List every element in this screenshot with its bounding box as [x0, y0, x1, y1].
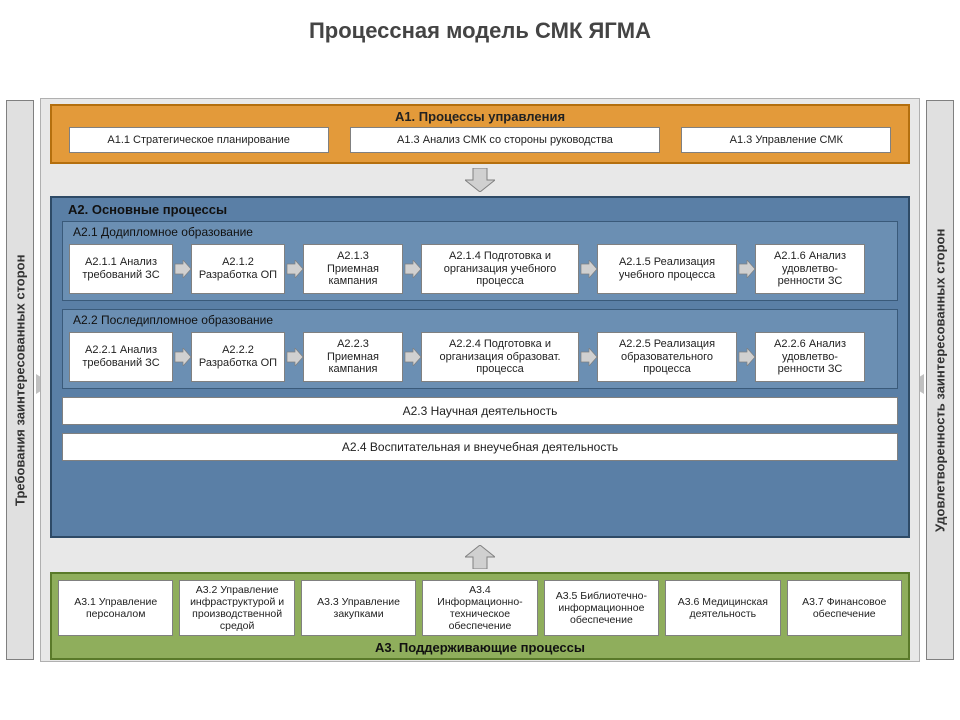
flow-step-box: А2.1.4 Подготовка и организация учебного…	[421, 244, 579, 294]
right-stakeholder-label: Удовлетворенность заинтересованных сторо…	[926, 100, 954, 660]
flow-arrow-icon	[173, 332, 191, 382]
a3-box: А3.3 Управление закупками	[301, 580, 416, 636]
a2-sub2-flow: А2.2.1 Анализ требований ЗС А2.2.2 Разраб…	[63, 330, 897, 388]
a2-sub1-flow: А2.1.1 Анализ требований ЗС А2.1.2 Разраб…	[63, 242, 897, 300]
a2-wide-box: А2.3 Научная деятельность	[62, 397, 898, 425]
a3-box: А3.6 Медицинская деятельность	[665, 580, 780, 636]
flow-step-box: А2.2.2 Разработка ОП	[191, 332, 285, 382]
a3-boxes-row: А3.1 Управление персоналомА3.2 Управлени…	[52, 574, 908, 638]
flow-step-box: А2.2.6 Анализ удовлетво- ренности ЗС	[755, 332, 865, 382]
flow-arrow-icon	[579, 244, 597, 294]
flow-step-box: А2.1.3 Приемная кампания	[303, 244, 403, 294]
a1-section: А1. Процессы управления А1.1 Стратегичес…	[50, 104, 910, 164]
flow-arrow-icon	[403, 332, 421, 382]
a3-title: А3. Поддерживающие процессы	[52, 638, 908, 655]
flow-arrow-icon	[579, 332, 597, 382]
arrow-down-a1-a2-icon	[465, 168, 495, 197]
flow-step-box: А2.1.1 Анализ требований ЗС	[69, 244, 173, 294]
a3-box: А3.5 Библиотечно- информационное обеспеч…	[544, 580, 659, 636]
a3-box: А3.7 Финансовое обеспечение	[787, 580, 902, 636]
left-stakeholder-label: Требования заинтересованных сторон	[6, 100, 34, 660]
a1-boxes-row: А1.1 Стратегическое планирование А1.3 Ан…	[52, 127, 908, 153]
flow-step-box: А2.1.5 Реализация учебного процесса	[597, 244, 737, 294]
a2-section: А2. Основные процессы А2.1 Додипломное о…	[50, 196, 910, 538]
a2-sub2: А2.2 Последипломное образование А2.2.1 А…	[62, 309, 898, 389]
a1-title: А1. Процессы управления	[52, 106, 908, 127]
flow-step-box: А2.2.1 Анализ требований ЗС	[69, 332, 173, 382]
flow-step-box: А2.2.4 Подготовка и организация образова…	[421, 332, 579, 382]
a2-sub1: А2.1 Додипломное образование А2.1.1 Анал…	[62, 221, 898, 301]
a2-title: А2. Основные процессы	[52, 198, 908, 221]
flow-step-box: А2.1.2 Разработка ОП	[191, 244, 285, 294]
flow-step-box: А2.2.3 Приемная кампания	[303, 332, 403, 382]
a1-box: А1.3 Управление СМК	[681, 127, 891, 153]
flow-arrow-icon	[285, 332, 303, 382]
arrow-up-a3-a2-icon	[465, 545, 495, 574]
flow-arrow-icon	[173, 244, 191, 294]
flow-step-box: А2.2.5 Реализация образовательного проце…	[597, 332, 737, 382]
flow-arrow-icon	[403, 244, 421, 294]
a1-box: А1.3 Анализ СМК со стороны руководства	[350, 127, 660, 153]
a2-wide-box: А2.4 Воспитательная и внеучебная деятель…	[62, 433, 898, 461]
a1-box: А1.1 Стратегическое планирование	[69, 127, 329, 153]
a2-sub1-title: А2.1 Додипломное образование	[63, 222, 897, 242]
a2-sub2-title: А2.2 Последипломное образование	[63, 310, 897, 330]
flow-arrow-icon	[737, 332, 755, 382]
a3-section: А3.1 Управление персоналомА3.2 Управлени…	[50, 572, 910, 660]
flow-arrow-icon	[285, 244, 303, 294]
page-title: Процессная модель СМК ЯГМА	[0, 0, 960, 56]
a3-box: А3.4 Информационно- техническое обеспече…	[422, 580, 537, 636]
a3-box: А3.1 Управление персоналом	[58, 580, 173, 636]
a3-box: А3.2 Управление инфраструктурой и произв…	[179, 580, 294, 636]
flow-step-box: А2.1.6 Анализ удовлетво- ренности ЗС	[755, 244, 865, 294]
flow-arrow-icon	[737, 244, 755, 294]
